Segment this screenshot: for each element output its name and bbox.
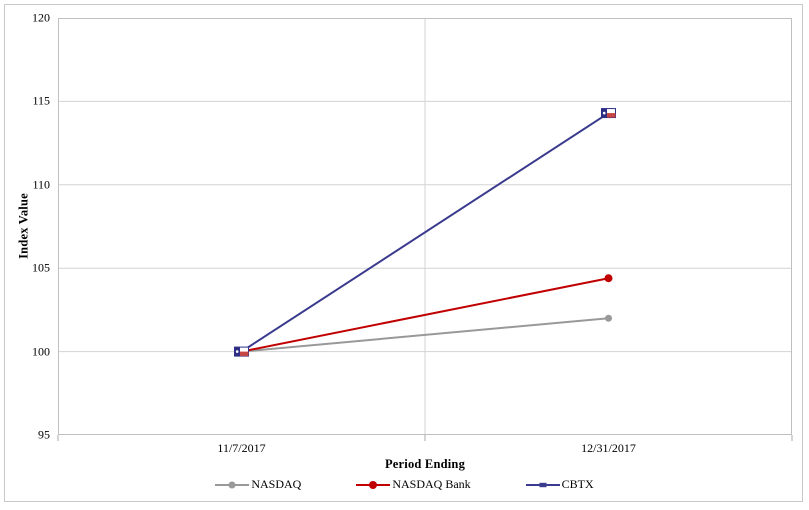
y-tick-label: 110 (32, 177, 50, 192)
data-point-marker (605, 314, 612, 322)
series-line-nasdaq (241, 317, 609, 353)
legend-marker-shape (369, 480, 378, 489)
flag-marker-part (607, 113, 616, 118)
chart-plot-svg (57, 18, 793, 441)
legend-marker (356, 480, 391, 489)
y-tick-label: 105 (32, 260, 50, 275)
flag-marker-part (235, 350, 239, 353)
legend-label: NASDAQ Bank (392, 477, 471, 491)
plot-area (57, 18, 793, 441)
y-axis-labels: 95 100 105 110 115 120 (0, 0, 50, 510)
legend-item: NASDAQ (215, 477, 301, 492)
data-point-marker (604, 274, 613, 283)
legend-item: NASDAQ Bank (356, 477, 471, 492)
x-tick-label: 12/31/2017 (581, 441, 636, 455)
plot-border (58, 18, 792, 435)
flag-marker-part (602, 111, 606, 115)
flag-marker (234, 346, 249, 357)
legend-marker (525, 482, 560, 487)
y-tick-label: 100 (32, 344, 50, 359)
y-tick-label: 120 (32, 10, 50, 25)
x-axis-title: Period Ending (384, 457, 466, 471)
legend-marker-shape (539, 482, 547, 487)
series-line-cbtx (240, 112, 610, 353)
legend-label: CBTX (561, 477, 594, 491)
flag-marker-part (240, 351, 249, 357)
legend-item: CBTX (525, 477, 594, 492)
y-tick-label: 95 (38, 427, 50, 442)
legend-marker-shape (228, 481, 236, 488)
series-line-nasdaq-bank (241, 277, 609, 353)
flag-marker (601, 108, 616, 119)
chart-legend: NASDAQ NASDAQ Bank CBTX (0, 477, 809, 492)
x-tick-label: 11/7/2017 (217, 441, 266, 455)
y-tick-label: 115 (32, 93, 50, 108)
legend-label: NASDAQ (251, 477, 302, 491)
legend-marker (215, 481, 250, 488)
